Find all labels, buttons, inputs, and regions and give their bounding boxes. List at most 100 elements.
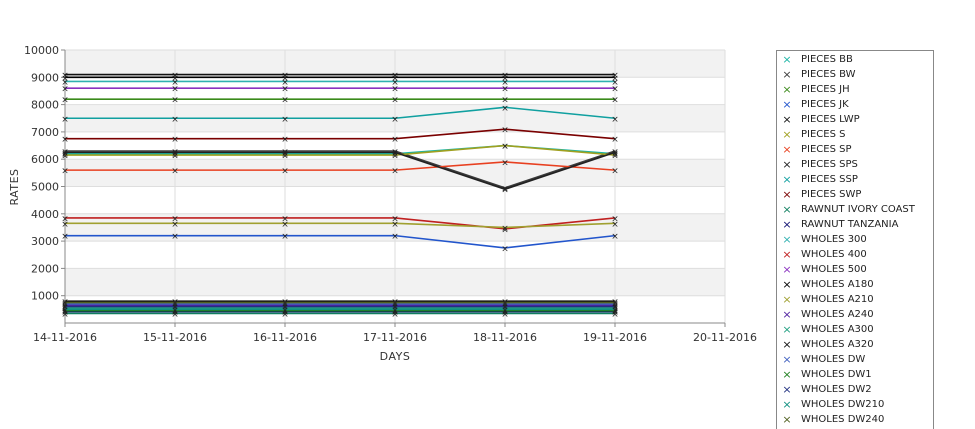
data-point-marker: × — [171, 149, 179, 159]
data-point-marker: × — [391, 310, 399, 320]
data-point-marker: × — [171, 78, 179, 88]
data-point-marker: × — [171, 232, 179, 242]
data-point-marker: × — [611, 74, 619, 84]
legend-item: × WHOLES A180 — [781, 277, 873, 292]
data-point-marker: × — [281, 152, 289, 162]
data-point-marker: × — [61, 74, 69, 84]
y-tick-label: 2000 — [31, 262, 59, 275]
data-point-marker: × — [611, 232, 619, 242]
legend-marker-icon: × — [782, 98, 792, 111]
data-point-marker: × — [611, 300, 619, 310]
x-axis-title: DAYS — [380, 350, 411, 363]
data-point-marker: × — [391, 220, 399, 230]
data-point-marker: × — [61, 167, 69, 177]
data-point-marker: × — [391, 152, 399, 162]
data-point-marker: × — [171, 96, 179, 106]
y-tick-label: 7000 — [31, 126, 59, 139]
data-point-marker: × — [501, 306, 509, 316]
legend-label: PIECES BB — [801, 54, 853, 65]
data-point-marker: × — [61, 115, 69, 125]
series-line — [65, 151, 616, 191]
series-wholes-a210: × × × × × × — [61, 220, 619, 234]
data-point-marker: × — [171, 152, 179, 162]
data-point-marker: × — [61, 135, 69, 145]
data-point-marker: × — [61, 310, 69, 320]
legend-marker-icon: × — [782, 128, 792, 141]
data-point-marker: × — [61, 214, 69, 224]
legend-label: WHOLES DW240 — [801, 414, 885, 425]
y-tick-label: 6000 — [31, 153, 59, 166]
series-wholes-dw240: × × × × × × — [61, 299, 619, 309]
data-point-marker: × — [391, 232, 399, 242]
data-point-marker: × — [281, 149, 289, 159]
legend-item: × WHOLES 400 — [781, 247, 866, 262]
legend-label: PIECES SPS — [801, 159, 858, 170]
data-point-marker: × — [391, 78, 399, 88]
legend-label: WHOLES DW1 — [801, 369, 872, 380]
legend-marker-icon: × — [782, 233, 792, 246]
data-point-marker: × — [611, 220, 619, 230]
data-point-marker: × — [171, 308, 179, 318]
data-point-marker: × — [501, 104, 509, 114]
data-point-marker: × — [61, 71, 69, 81]
legend-label: WHOLES 500 — [801, 264, 867, 275]
x-tick-label: 18-11-2016 — [473, 331, 537, 344]
data-point-marker: × — [171, 307, 179, 317]
data-point-marker: × — [501, 71, 509, 81]
legend-item: × WHOLES A240 — [781, 307, 874, 322]
data-point-marker: × — [61, 299, 69, 309]
data-point-marker: × — [611, 167, 619, 177]
data-point-marker: × — [281, 307, 289, 317]
data-point-marker: × — [501, 186, 509, 196]
legend-item: × WHOLES A320 — [781, 337, 874, 352]
data-point-marker: × — [501, 85, 509, 95]
legend-marker-icon: × — [782, 248, 792, 261]
series-line — [65, 161, 616, 171]
series-line — [65, 128, 616, 140]
data-point-marker: × — [61, 78, 69, 88]
data-point-marker: × — [391, 214, 399, 224]
data-point-marker: × — [391, 300, 399, 310]
data-point-marker: × — [611, 152, 619, 162]
legend-label: WHOLES DW210 — [801, 399, 885, 410]
data-point-marker: × — [611, 214, 619, 224]
legend-marker-icon: × — [782, 398, 792, 411]
data-point-marker: × — [391, 135, 399, 145]
y-tick-label: 10000 — [24, 44, 59, 57]
data-point-marker: × — [611, 303, 619, 313]
y-tick-label: 4000 — [31, 208, 59, 221]
data-point-marker: × — [611, 149, 619, 159]
legend-item: × WHOLES A300 — [781, 322, 873, 337]
data-point-marker: × — [501, 225, 509, 235]
legend-marker-icon: × — [782, 263, 792, 276]
series-line — [65, 144, 616, 156]
data-point-marker: × — [171, 85, 179, 95]
legend-item: × PIECES SSP — [781, 172, 857, 187]
data-point-marker: × — [391, 307, 399, 317]
series-line — [65, 222, 616, 229]
data-point-marker: × — [501, 244, 509, 254]
legend-item: × WHOLES 500 — [781, 262, 867, 277]
series-wholes-a180: × × × × × × — [61, 74, 619, 84]
legend-label: PIECES S — [801, 129, 846, 140]
legend-marker-icon: × — [782, 53, 792, 66]
data-point-marker: × — [501, 142, 509, 152]
legend-label: PIECES JK — [801, 99, 849, 110]
legend-label: WHOLES A320 — [801, 339, 874, 350]
series-wholes-dw210: × × × × × × — [61, 306, 619, 316]
legend-item: × PIECES BW — [781, 67, 855, 82]
legend-item: × WHOLES DW210 — [781, 397, 884, 412]
legend-label: WHOLES DW — [801, 354, 866, 365]
series-lines: × × × × × × × × × × × × × × × × × × × × × × × × × × × × × × × × × × × × × × × ×… — [61, 71, 619, 320]
data-point-marker: × — [611, 96, 619, 106]
legend-item: × PIECES SWP — [781, 187, 861, 202]
data-point-marker: × — [61, 300, 69, 310]
legend-item: × PIECES JK — [781, 97, 849, 112]
data-point-marker: × — [391, 115, 399, 125]
legend-label: WHOLES A240 — [801, 309, 874, 320]
series-wholes-300: × × × × × × — [61, 78, 619, 88]
series-pieces-sp: × × × × × × — [61, 158, 619, 176]
series-pieces-swp: × × × × × × — [61, 126, 619, 146]
legend-marker-icon: × — [782, 218, 792, 231]
legend-marker-icon: × — [782, 203, 792, 216]
